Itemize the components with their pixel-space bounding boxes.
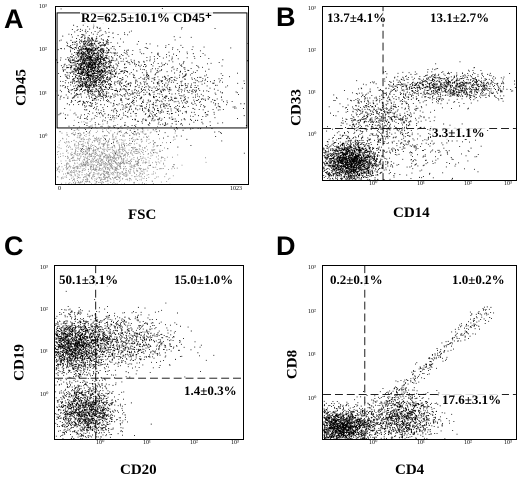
scatter-plot — [56, 7, 248, 184]
y-tick-label: 10³ — [39, 4, 47, 10]
event-dots — [323, 61, 516, 180]
plot-area: 0.2±0.1% 1.0±0.2% 17.6±3.1% — [322, 265, 517, 440]
x-tick-label: 10⁰ — [96, 440, 105, 446]
x-axis-label: CD4 — [395, 462, 425, 478]
y-tick-label: 10¹ — [308, 352, 316, 358]
y-tick-label: 10⁰ — [308, 132, 317, 138]
plot-area: R2=62.5±10.1% CD45⁺ — [55, 6, 249, 185]
x-tick-label: 10³ — [231, 440, 239, 446]
x-tick-label: 10³ — [504, 181, 512, 187]
x-axis-label: CD14 — [393, 205, 430, 221]
event-dot-cloud — [323, 306, 495, 439]
x-tick-label: 10¹ — [417, 181, 425, 187]
panel-letter: B — [276, 2, 296, 32]
y-axis-label: CD19 — [11, 344, 28, 381]
x-tick-label: 10⁰ — [369, 181, 378, 187]
panel-letter: D — [276, 231, 296, 261]
scatter-plot — [323, 266, 516, 439]
y-tick-label: 10¹ — [39, 91, 47, 97]
x-tick-label: 10² — [464, 440, 472, 446]
y-tick-label: 10² — [308, 309, 316, 315]
quadrant-upper-right-label: 1.0±0.2% — [451, 272, 506, 287]
x-tick-label: 10¹ — [417, 440, 425, 446]
y-axis-label: CD45 — [13, 69, 30, 106]
y-tick-label: 10⁰ — [308, 396, 317, 402]
x-axis-label: FSC — [128, 207, 157, 223]
event-dots — [55, 285, 215, 439]
quadrant-upper-left-label: 50.1±3.1% — [58, 272, 120, 287]
y-tick-label: 10³ — [308, 6, 316, 12]
x-tick-label: 0 — [58, 186, 61, 192]
y-tick-label: 10² — [40, 307, 48, 313]
x-tick-label: 1023 — [230, 186, 242, 192]
event-dots — [323, 306, 495, 439]
event-dot-cloud — [56, 7, 248, 168]
event-dot-cloud — [55, 285, 215, 439]
scatter-plot — [323, 7, 516, 180]
quadrant-upper-left-label: 13.7±4.1% — [326, 10, 388, 25]
plot-area: 13.7±4.1% 13.1±2.7% 3.3±1.1% — [322, 6, 517, 181]
plot-area: 50.1±3.1% 15.0±1.0% 1.4±0.3% — [54, 265, 244, 440]
y-tick-label: 10³ — [40, 265, 48, 271]
quadrant-upper-right-label: 15.0±1.0% — [173, 272, 235, 287]
panel-letter: C — [4, 231, 24, 261]
y-tick-label: 10² — [308, 48, 316, 54]
y-tick-label: 10⁰ — [39, 134, 48, 140]
quadrant-upper-left-label: 0.2±0.1% — [329, 272, 384, 287]
x-tick-label: 10⁰ — [369, 440, 378, 446]
y-axis-label: CD8 — [284, 349, 301, 380]
quadrant-lower-right-label: 3.3±1.1% — [431, 125, 486, 140]
event-dot-cloud — [323, 61, 516, 180]
quadrant-lower-right-label: 1.4±0.3% — [183, 383, 238, 398]
y-tick-label: 10³ — [308, 265, 316, 271]
y-tick-label: 10¹ — [308, 90, 316, 96]
y-tick-label: 10² — [39, 47, 47, 53]
quadrant-lower-right-label: 17.6±3.1% — [441, 392, 503, 407]
x-tick-label: 10² — [190, 440, 198, 446]
quadrant-upper-right-label: 13.1±2.7% — [429, 10, 491, 25]
x-axis-label: CD20 — [120, 462, 157, 478]
x-tick-label: 10¹ — [143, 440, 151, 446]
gate-label: R2=62.5±10.1% CD45⁺ — [80, 10, 213, 25]
y-tick-label: 10⁰ — [40, 392, 49, 398]
scatter-plot — [55, 266, 243, 439]
panel-letter: A — [4, 4, 24, 34]
y-tick-label: 10¹ — [40, 349, 48, 355]
event-dot-cloud — [56, 104, 207, 184]
y-axis-label: CD33 — [288, 89, 305, 126]
x-tick-label: 10³ — [504, 440, 512, 446]
event-dots — [56, 7, 248, 184]
x-tick-label: 10² — [464, 181, 472, 187]
